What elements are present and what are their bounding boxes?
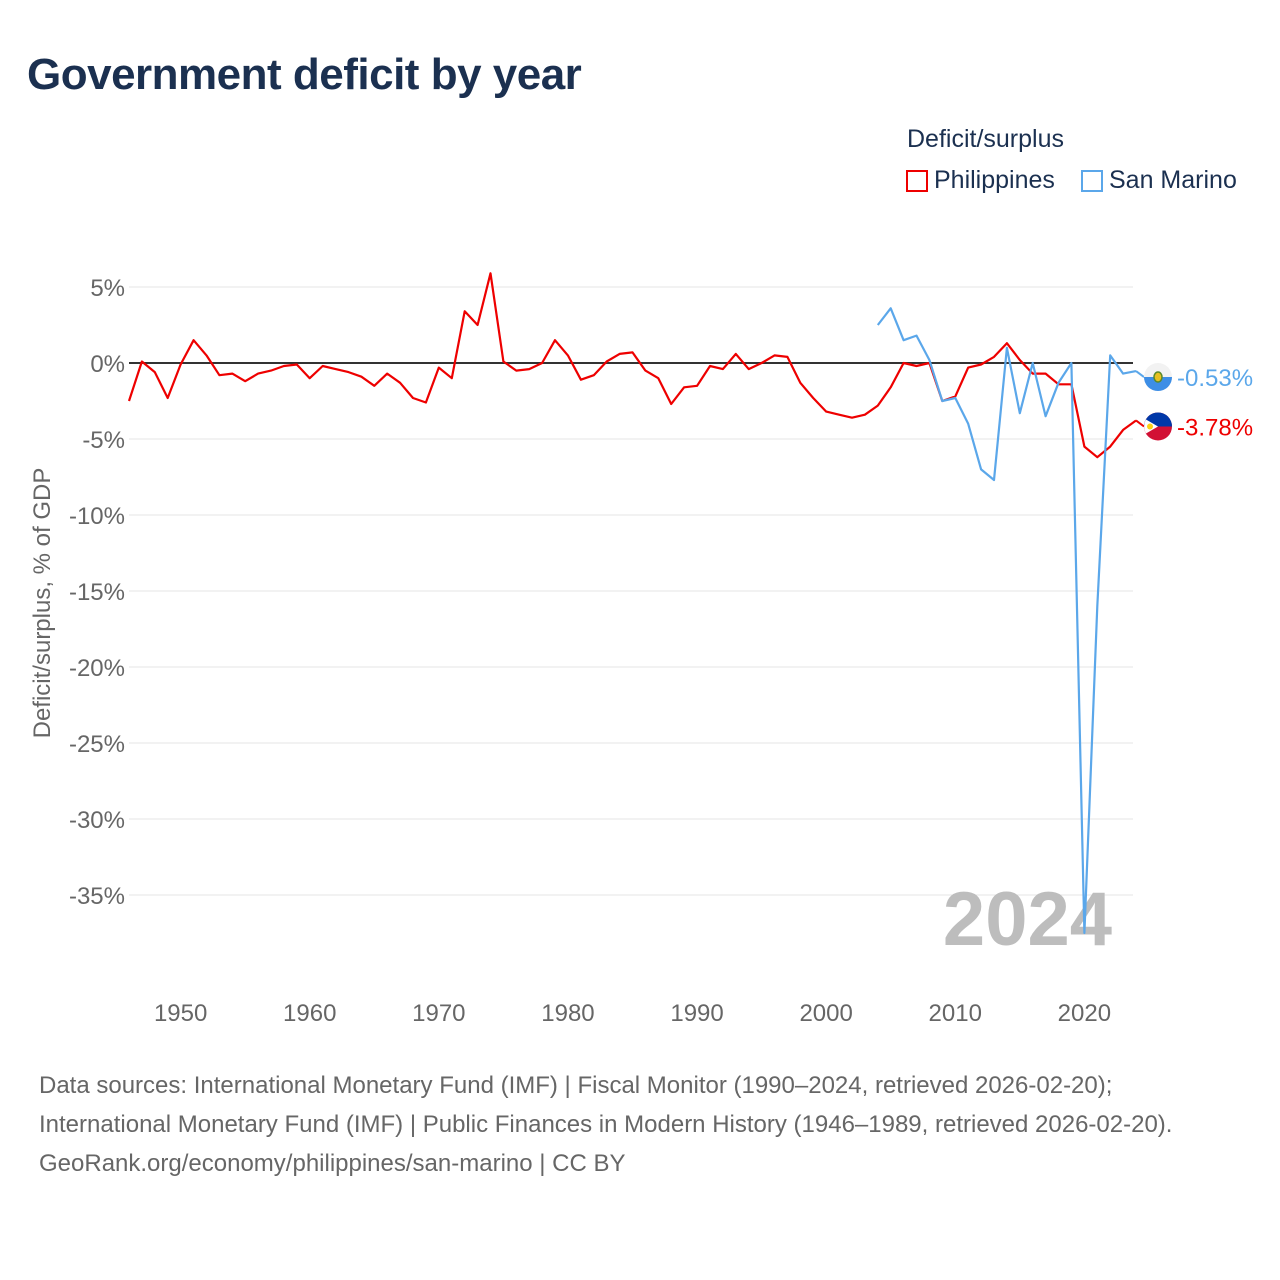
y-tick-label: -10%: [69, 503, 125, 530]
x-tick-label: 1960: [283, 1000, 336, 1027]
legend-swatch-san-marino: [1081, 169, 1103, 192]
legend-item-philippines[interactable]: Philippines: [906, 166, 1055, 195]
legend-title: Deficit/surplus: [907, 125, 1064, 153]
credit-link[interactable]: GeoRank.org/economy/philippines/san-mari…: [39, 1150, 626, 1177]
y-tick-label: -25%: [69, 731, 125, 758]
y-tick-label: 0%: [90, 351, 125, 378]
x-tick-label: 1980: [541, 1000, 594, 1027]
end-value-label-philippines: -3.78%: [1177, 414, 1253, 441]
y-tick-label: 5%: [90, 275, 125, 302]
series-line-philippines: [127, 272, 1137, 459]
x-tick-label: 2020: [1058, 1000, 1111, 1027]
end-value-label-san-marino: -0.53%: [1177, 365, 1253, 392]
x-tick-label: 2010: [929, 1000, 982, 1027]
footer: Data sources: International Monetary Fun…: [39, 1066, 1239, 1183]
flag-sun: [1147, 423, 1153, 430]
flag-emblem: [1153, 371, 1163, 383]
end-connector: [1135, 419, 1145, 428]
y-tick-label: -5%: [82, 427, 125, 454]
legend-label: San Marino: [1109, 166, 1237, 194]
plot-area: 5% 0% -5% -10% -15% -20% -25% -30% -35% 1950 1960 1…: [29, 272, 1253, 1027]
y-axis-label: Deficit/surplus, % of GDP: [29, 468, 56, 739]
x-tick-label: 1950: [154, 1000, 207, 1027]
flag-blue-half: [1144, 377, 1172, 392]
x-tick-label: 2000: [799, 1000, 852, 1027]
series-line-san-marino: [876, 307, 1137, 935]
x-tick-label: 1970: [412, 1000, 465, 1027]
y-tick-label: -15%: [69, 579, 125, 606]
page-title: Government deficit by year: [27, 50, 582, 99]
legend-item-san-marino[interactable]: San Marino: [1081, 166, 1237, 195]
y-tick-label: -35%: [69, 883, 125, 910]
y-tick-label: -20%: [69, 655, 125, 682]
legend-swatch-philippines: [906, 169, 928, 192]
end-connector: [1135, 370, 1145, 378]
y-tick-label: -30%: [69, 807, 125, 834]
data-sources: Data sources: International Monetary Fun…: [39, 1072, 1173, 1138]
legend-label: Philippines: [934, 166, 1055, 194]
x-tick-label: 1990: [670, 1000, 723, 1027]
